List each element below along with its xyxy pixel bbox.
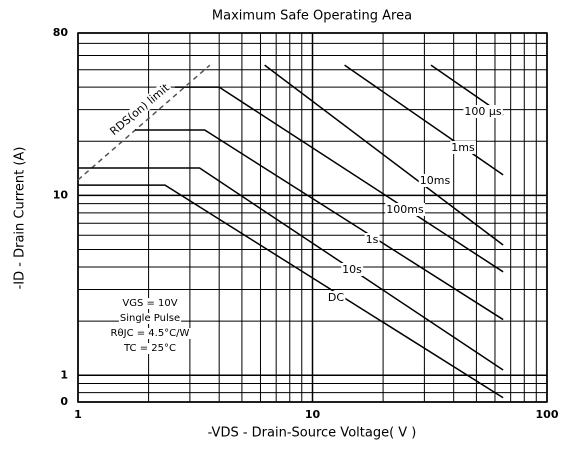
label-bg xyxy=(450,141,476,154)
label-bg xyxy=(106,80,174,139)
series-label: 10ms xyxy=(420,174,451,187)
x-tick-label: 10 xyxy=(305,408,321,421)
label-bg xyxy=(121,298,179,309)
annotation: VGS = 10V xyxy=(122,298,177,309)
series-line xyxy=(344,64,504,176)
series-line xyxy=(77,64,211,181)
series-label: 100 μs xyxy=(464,105,501,118)
x-tick-label: 100 xyxy=(536,408,559,421)
series-label: 1s xyxy=(366,233,379,246)
series-line xyxy=(264,64,504,246)
plot-frame xyxy=(77,32,548,403)
label-bg xyxy=(364,233,380,246)
y-tick-label: 10 xyxy=(53,188,69,201)
label-bg xyxy=(385,203,425,216)
y-tick-label: 0 xyxy=(60,395,68,408)
label-bg xyxy=(326,291,346,304)
series-line xyxy=(78,184,504,399)
label-bg xyxy=(418,174,452,187)
chart-title: Maximum Safe Operating Area xyxy=(212,9,412,24)
label-bg xyxy=(118,313,182,324)
x-axis-label: -VDS - Drain-Source Voltage( V ) xyxy=(208,426,417,441)
label-bg xyxy=(122,343,177,354)
series-label: 1ms xyxy=(451,141,475,154)
y-tick-label: 1 xyxy=(60,368,68,381)
annotation: RθJC = 4.5°C/W xyxy=(111,328,190,339)
annotation: TC = 25°C xyxy=(123,343,176,354)
y-tick-label: 80 xyxy=(53,26,69,39)
label-bg xyxy=(109,328,191,339)
series-line xyxy=(134,129,504,321)
series-label: 100ms xyxy=(386,203,424,216)
x-tick-label: 1 xyxy=(74,408,82,421)
label-bg xyxy=(341,263,364,276)
y-axis-label: -ID - Drain Current (A) xyxy=(13,147,28,290)
series-label: 10s xyxy=(342,263,362,276)
series-line xyxy=(78,167,504,371)
label-bg xyxy=(463,105,503,118)
series-label: DC xyxy=(328,291,344,304)
annotation: Single Pulse xyxy=(120,313,180,324)
